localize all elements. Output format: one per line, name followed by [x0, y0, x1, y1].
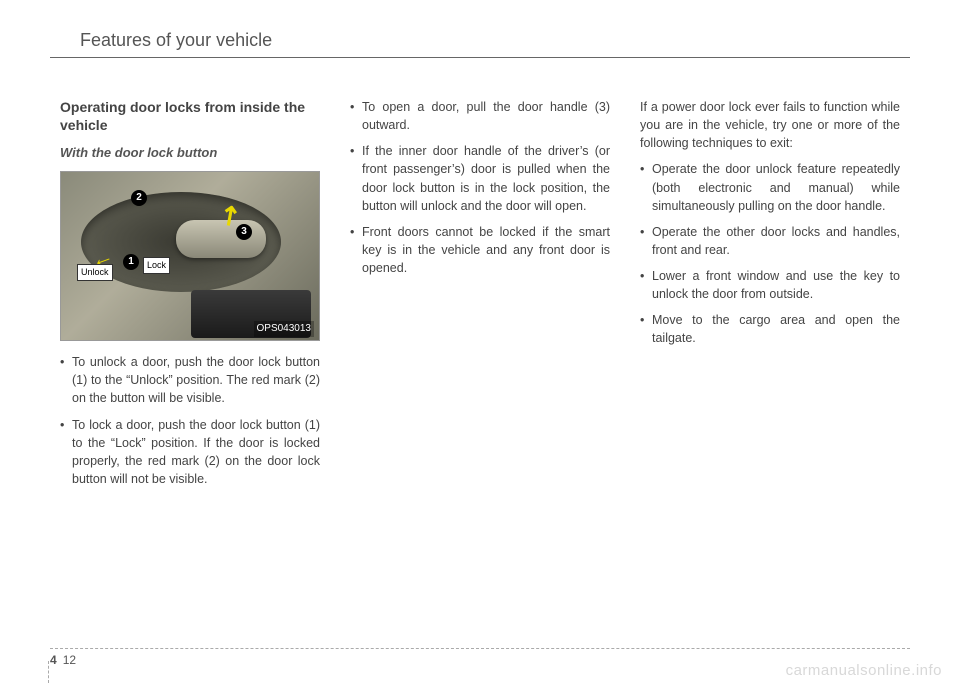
list-item: Operate the other door locks and handles…	[640, 223, 900, 259]
column-1: Operating door locks from inside the veh…	[60, 98, 320, 496]
door-handle-bar	[176, 220, 266, 258]
list-item: To lock a door, push the door lock butto…	[60, 416, 320, 489]
column-2: To open a door, pull the door handle (3)…	[350, 98, 610, 496]
list-item: Lower a front window and use the key to …	[640, 267, 900, 303]
figure-code: OPS043013	[254, 321, 315, 338]
column-3: If a power door lock ever fails to funct…	[640, 98, 900, 496]
section-title: Operating door locks from inside the veh…	[60, 98, 320, 134]
col3-list: Operate the door unlock feature repeated…	[640, 160, 900, 347]
page-footer: 4 12	[50, 648, 910, 667]
list-item: To open a door, pull the door handle (3)…	[350, 98, 610, 134]
page-number-value: 12	[63, 653, 76, 667]
label-lock: Lock	[143, 257, 170, 274]
watermark-text: carmanualsonline.info	[786, 662, 942, 679]
col2-list: To open a door, pull the door handle (3)…	[350, 98, 610, 277]
col3-intro: If a power door lock ever fails to funct…	[640, 98, 900, 152]
list-item: Operate the door unlock feature repeated…	[640, 160, 900, 214]
header-rule	[50, 57, 910, 58]
col1-list: To unlock a door, push the door lock but…	[60, 353, 320, 488]
page-number: 4 12	[50, 653, 910, 667]
list-item: To unlock a door, push the door lock but…	[60, 353, 320, 407]
section-subtitle: With the door lock button	[60, 144, 320, 163]
door-lock-figure: ← → ↗ 1 2 3 Unlock Lock OPS043013	[60, 171, 320, 341]
label-unlock: Unlock	[77, 264, 113, 281]
footer-vertical-dots	[48, 661, 49, 683]
footer-rule	[50, 648, 910, 649]
list-item: Move to the cargo area and open the tail…	[640, 311, 900, 347]
list-item: Front doors cannot be locked if the smar…	[350, 223, 610, 277]
list-item: If the inner door handle of the driver’s…	[350, 142, 610, 215]
content-columns: Operating door locks from inside the veh…	[50, 98, 910, 496]
manual-page: Features of your vehicle Operating door …	[0, 0, 960, 689]
chapter-number: 4	[50, 653, 57, 667]
chapter-header: Features of your vehicle	[50, 30, 910, 51]
